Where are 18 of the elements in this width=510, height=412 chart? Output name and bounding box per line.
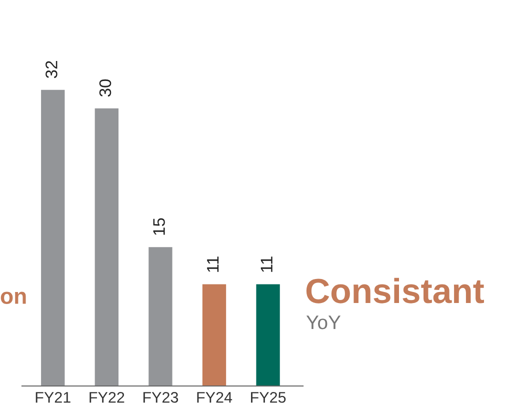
data-label: 11 [207, 256, 219, 272]
bar [202, 284, 226, 386]
x-tick-label: FY23 [143, 392, 178, 403]
bar [148, 247, 172, 386]
data-label: 30 [99, 79, 112, 97]
data-label: 15 [153, 218, 165, 235]
bar [256, 284, 280, 386]
x-tick-label: FY21 [36, 392, 70, 403]
text: Consistant [306, 278, 484, 304]
text: YoY [306, 316, 341, 330]
data-label: 11 [260, 256, 272, 272]
x-tick-label: FY22 [90, 392, 124, 403]
bar [41, 90, 65, 386]
data-label: 32 [46, 61, 58, 78]
x-tick-label: FY24 [197, 392, 232, 403]
bar [94, 108, 118, 386]
annotation: on [0, 292, 26, 304]
x-tick-label: FY25 [251, 392, 286, 403]
